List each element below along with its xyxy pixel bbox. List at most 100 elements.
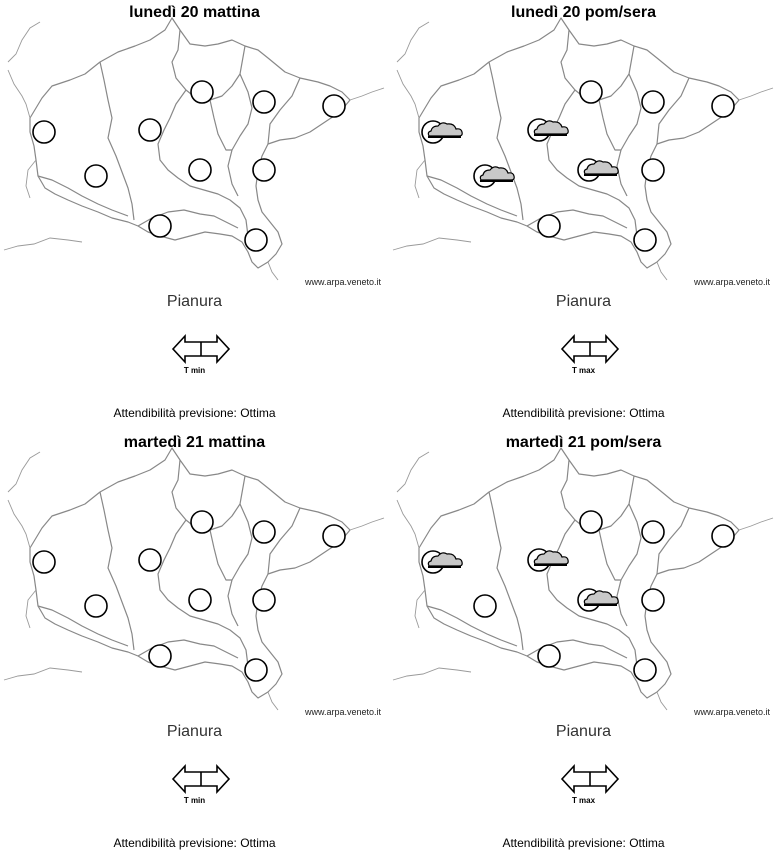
- border-line: [414, 589, 426, 629]
- province-border: [598, 99, 621, 151]
- station-marker: [188, 158, 212, 182]
- province-border: [209, 99, 232, 151]
- forecast-panel-1: lunedì 20 mattina www.arpa.veneto.it Pia…: [0, 0, 389, 429]
- double-arrow-icon: [560, 333, 620, 365]
- station-marker: [148, 214, 172, 238]
- cloud-icon: [421, 120, 463, 144]
- station-marker: [252, 158, 276, 182]
- reliability-text: Attendibilità previsione: Ottima: [502, 406, 665, 420]
- station-marker: [537, 644, 561, 668]
- province-border: [616, 73, 642, 197]
- temperature-label: T min: [183, 796, 206, 805]
- reliability-text: Attendibilità previsione: Ottima: [113, 406, 276, 420]
- source-credit: www.arpa.veneto.it: [304, 707, 381, 717]
- border-line: [656, 691, 668, 711]
- forecast-panel-2: lunedì 20 pom/sera www.arpa.veneto.it Pi…: [389, 0, 778, 429]
- province-border: [99, 491, 135, 651]
- station-marker: [641, 588, 665, 612]
- border-line: [267, 691, 279, 711]
- border-line: [738, 517, 774, 531]
- station-marker: [84, 164, 108, 188]
- station-marker: [473, 594, 497, 618]
- border-line: [7, 451, 41, 493]
- cloud-icon: [577, 158, 619, 182]
- veneto-map: [392, 447, 774, 711]
- station-marker: [641, 520, 665, 544]
- cloud-icon: [421, 550, 463, 574]
- station-marker: [148, 644, 172, 668]
- station-markers: [32, 80, 346, 252]
- station-marker: [711, 524, 735, 548]
- region-border: [29, 447, 351, 699]
- source-credit: www.arpa.veneto.it: [693, 707, 770, 717]
- cloud-icon: [473, 164, 515, 188]
- border-line: [3, 237, 83, 251]
- station-marker: [537, 214, 561, 238]
- border-line: [25, 589, 37, 629]
- border-line: [349, 87, 385, 101]
- temperature-label: T max: [571, 796, 596, 805]
- forecast-panel-4: martedì 21 pom/sera www.arpa.veneto.it P…: [389, 430, 778, 859]
- border-line: [656, 261, 668, 281]
- station-marker: [711, 94, 735, 118]
- cloud-icon: [527, 548, 569, 572]
- province-border: [426, 605, 518, 647]
- double-arrow-icon: [560, 763, 620, 795]
- panel-title: martedì 21 pom/sera: [505, 434, 662, 451]
- station-marker: [138, 118, 162, 142]
- station-marker: [633, 658, 657, 682]
- station-markers: [32, 510, 346, 682]
- province-border: [37, 605, 129, 647]
- border-line: [396, 69, 420, 119]
- province-border: [99, 61, 135, 221]
- station-marker: [579, 510, 603, 534]
- province-border: [37, 175, 129, 217]
- veneto-map: [3, 447, 385, 711]
- border-line: [267, 261, 279, 281]
- border-line: [396, 451, 430, 493]
- panel-title: lunedì 20 pom/sera: [511, 4, 656, 21]
- border-line: [3, 667, 83, 681]
- province-border: [488, 61, 524, 221]
- station-marker: [322, 94, 346, 118]
- station-marker: [32, 550, 56, 574]
- province-border: [656, 77, 690, 145]
- province-border: [616, 503, 642, 627]
- border-line: [25, 159, 37, 199]
- border-line: [396, 21, 430, 63]
- station-marker: [633, 228, 657, 252]
- region-border: [29, 17, 351, 269]
- veneto-map: [3, 17, 385, 281]
- border-line: [7, 69, 31, 119]
- station-marker: [322, 524, 346, 548]
- province-border: [227, 73, 253, 197]
- province-border: [157, 519, 249, 667]
- border-line: [396, 499, 420, 549]
- zone-label: Pianura: [166, 723, 223, 740]
- cloud-icon: [527, 118, 569, 142]
- forecast-panel-3: martedì 21 mattina www.arpa.veneto.it Pi…: [0, 430, 389, 859]
- border-line: [392, 237, 472, 251]
- station-marker: [244, 658, 268, 682]
- province-border: [267, 77, 301, 145]
- reliability-text: Attendibilità previsione: Ottima: [113, 836, 276, 850]
- cloud-icon: [577, 588, 619, 612]
- province-border: [267, 507, 301, 575]
- border-line: [7, 21, 41, 63]
- station-marker: [188, 588, 212, 612]
- station-marker: [190, 80, 214, 104]
- border-line: [349, 517, 385, 531]
- border-line: [7, 499, 31, 549]
- station-marker: [641, 158, 665, 182]
- province-border: [227, 503, 253, 627]
- veneto-map: [392, 17, 774, 281]
- province-border: [656, 507, 690, 575]
- station-marker: [138, 548, 162, 572]
- station-marker: [641, 90, 665, 114]
- province-border: [157, 89, 249, 237]
- panel-title: martedì 21 mattina: [123, 434, 266, 451]
- station-marker: [32, 120, 56, 144]
- station-marker: [244, 228, 268, 252]
- border-line: [738, 87, 774, 101]
